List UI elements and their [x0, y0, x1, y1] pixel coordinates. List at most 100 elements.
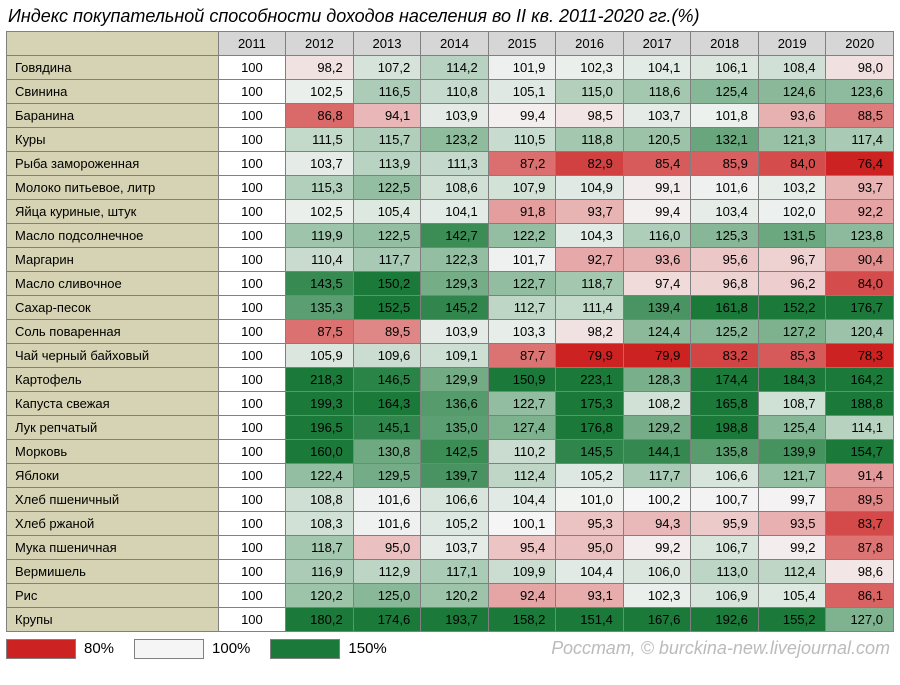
- value-cell: 100: [218, 248, 286, 272]
- value-cell: 92,2: [826, 200, 894, 224]
- table-body: Говядина10098,2107,2114,2101,9102,3104,1…: [7, 56, 894, 632]
- value-cell: 120,2: [421, 584, 489, 608]
- table-row: Лук репчатый100196,5145,1135,0127,4176,8…: [7, 416, 894, 440]
- value-cell: 78,3: [826, 344, 894, 368]
- value-cell: 100: [218, 560, 286, 584]
- value-cell: 120,4: [826, 320, 894, 344]
- value-cell: 145,2: [421, 296, 489, 320]
- value-cell: 87,2: [488, 152, 556, 176]
- value-cell: 174,6: [353, 608, 421, 632]
- value-cell: 142,7: [421, 224, 489, 248]
- value-cell: 104,3: [556, 224, 624, 248]
- value-cell: 164,3: [353, 392, 421, 416]
- value-cell: 100: [218, 176, 286, 200]
- value-cell: 84,0: [826, 272, 894, 296]
- value-cell: 196,5: [286, 416, 354, 440]
- value-cell: 76,4: [826, 152, 894, 176]
- value-cell: 105,4: [758, 584, 826, 608]
- table-header-row: 2011201220132014201520162017201820192020: [7, 32, 894, 56]
- value-cell: 114,1: [826, 416, 894, 440]
- value-cell: 123,6: [826, 80, 894, 104]
- legend-swatch: [134, 639, 204, 659]
- value-cell: 102,0: [758, 200, 826, 224]
- value-cell: 86,8: [286, 104, 354, 128]
- row-label: Сахар-песок: [7, 296, 219, 320]
- value-cell: 100: [218, 440, 286, 464]
- value-cell: 79,9: [556, 344, 624, 368]
- value-cell: 124,4: [623, 320, 691, 344]
- value-cell: 102,5: [286, 80, 354, 104]
- value-cell: 105,2: [556, 464, 624, 488]
- value-cell: 100: [218, 80, 286, 104]
- value-cell: 145,1: [353, 416, 421, 440]
- value-cell: 100: [218, 416, 286, 440]
- value-cell: 175,3: [556, 392, 624, 416]
- value-cell: 100: [218, 128, 286, 152]
- value-cell: 113,0: [691, 560, 759, 584]
- value-cell: 135,0: [421, 416, 489, 440]
- value-cell: 160,0: [286, 440, 354, 464]
- value-cell: 198,8: [691, 416, 759, 440]
- value-cell: 106,6: [421, 488, 489, 512]
- table-row: Масло подсолнечное100119,9122,5142,7122,…: [7, 224, 894, 248]
- row-label: Лук репчатый: [7, 416, 219, 440]
- value-cell: 95,6: [691, 248, 759, 272]
- value-cell: 101,6: [353, 488, 421, 512]
- legend-label: 100%: [212, 640, 250, 657]
- value-cell: 100: [218, 392, 286, 416]
- value-cell: 118,8: [556, 128, 624, 152]
- table-row: Вермишель100116,9112,9117,1109,9104,4106…: [7, 560, 894, 584]
- year-header: 2016: [556, 32, 624, 56]
- value-cell: 85,9: [691, 152, 759, 176]
- value-cell: 101,7: [488, 248, 556, 272]
- value-cell: 101,0: [556, 488, 624, 512]
- value-cell: 100,7: [691, 488, 759, 512]
- value-cell: 108,6: [421, 176, 489, 200]
- value-cell: 112,7: [488, 296, 556, 320]
- value-cell: 176,7: [826, 296, 894, 320]
- value-cell: 120,2: [286, 584, 354, 608]
- value-cell: 92,7: [556, 248, 624, 272]
- value-cell: 193,7: [421, 608, 489, 632]
- value-cell: 131,5: [758, 224, 826, 248]
- value-cell: 105,2: [421, 512, 489, 536]
- value-cell: 94,3: [623, 512, 691, 536]
- value-cell: 218,3: [286, 368, 354, 392]
- row-label: Яйца куриные, штук: [7, 200, 219, 224]
- value-cell: 124,6: [758, 80, 826, 104]
- value-cell: 105,9: [286, 344, 354, 368]
- value-cell: 127,0: [826, 608, 894, 632]
- table-row: Хлеб пшеничный100108,8101,6106,6104,4101…: [7, 488, 894, 512]
- value-cell: 106,6: [691, 464, 759, 488]
- value-cell: 101,6: [353, 512, 421, 536]
- value-cell: 100: [218, 152, 286, 176]
- value-cell: 100: [218, 584, 286, 608]
- value-cell: 136,6: [421, 392, 489, 416]
- value-cell: 117,1: [421, 560, 489, 584]
- value-cell: 95,4: [488, 536, 556, 560]
- value-cell: 99,2: [623, 536, 691, 560]
- table-row: Говядина10098,2107,2114,2101,9102,3104,1…: [7, 56, 894, 80]
- value-cell: 150,2: [353, 272, 421, 296]
- table-row: Яйца куриные, штук100102,5105,4104,191,8…: [7, 200, 894, 224]
- row-label: Вермишель: [7, 560, 219, 584]
- value-cell: 111,4: [556, 296, 624, 320]
- value-cell: 101,6: [691, 176, 759, 200]
- value-cell: 87,7: [488, 344, 556, 368]
- value-cell: 105,1: [488, 80, 556, 104]
- value-cell: 91,8: [488, 200, 556, 224]
- value-cell: 152,5: [353, 296, 421, 320]
- value-cell: 161,8: [691, 296, 759, 320]
- value-cell: 122,3: [421, 248, 489, 272]
- value-cell: 121,3: [758, 128, 826, 152]
- table-row: Баранина10086,894,1103,999,498,5103,7101…: [7, 104, 894, 128]
- table-row: Куры100111,5115,7123,2110,5118,8120,5132…: [7, 128, 894, 152]
- value-cell: 110,8: [421, 80, 489, 104]
- value-cell: 100,1: [488, 512, 556, 536]
- value-cell: 86,1: [826, 584, 894, 608]
- value-cell: 111,5: [286, 128, 354, 152]
- value-cell: 99,2: [758, 536, 826, 560]
- value-cell: 176,8: [556, 416, 624, 440]
- value-cell: 151,4: [556, 608, 624, 632]
- value-cell: 115,7: [353, 128, 421, 152]
